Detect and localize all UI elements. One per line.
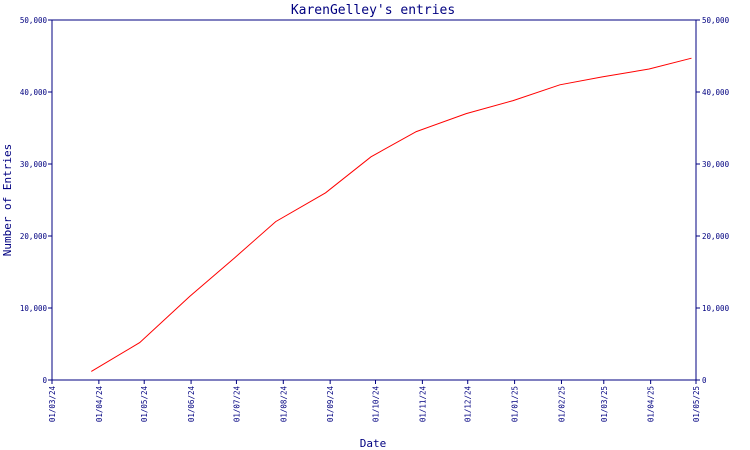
y-tick-label-left: 50,000 [20, 16, 48, 25]
y-tick-label-right: 0 [702, 376, 707, 385]
x-tick-label: 01/03/24 [48, 386, 57, 423]
y-tick-label-right: 10,000 [702, 304, 730, 313]
y-tick-label-right: 30,000 [702, 160, 730, 169]
x-tick-label: 01/05/24 [140, 386, 149, 423]
x-tick-label: 01/04/25 [647, 386, 656, 422]
x-tick-label: 01/05/25 [692, 386, 701, 422]
x-tick-label: 01/01/25 [511, 386, 520, 422]
y-axis-label: Number of Entries [1, 144, 14, 257]
chart-title: KarenGelley's entries [291, 3, 455, 18]
y-tick-label-left: 40,000 [20, 88, 48, 97]
x-tick-label: 01/10/24 [372, 386, 381, 423]
y-axis-ticks-left: 0 10,000 20,000 30,000 40,000 50,000 [20, 16, 52, 385]
x-axis-label: Date [360, 437, 387, 450]
y-tick-label-left: 20,000 [20, 232, 48, 241]
x-tick-label: 01/08/24 [279, 386, 288, 423]
x-tick-label: 01/12/24 [464, 386, 473, 423]
x-tick-label: 01/09/24 [326, 386, 335, 423]
x-tick-label: 01/03/25 [600, 386, 609, 422]
y-tick-label-right: 20,000 [702, 232, 730, 241]
x-tick-label: 01/02/25 [557, 386, 566, 422]
x-tick-label: 01/06/24 [187, 386, 196, 423]
y-tick-label-left: 10,000 [20, 304, 48, 313]
series-line [91, 57, 692, 372]
y-tick-label-right: 40,000 [702, 88, 730, 97]
y-axis-ticks-right: 0 10,000 20,000 30,000 40,000 50,000 [696, 16, 730, 385]
y-tick-label-left: 30,000 [20, 160, 48, 169]
y-tick-label-left: 0 [42, 376, 47, 385]
axes [51, 19, 697, 381]
plot-frame [51, 19, 697, 381]
series-group [91, 57, 692, 372]
x-tick-label: 01/04/24 [95, 386, 104, 423]
x-tick-label: 01/07/24 [232, 386, 241, 423]
x-axis-ticks: 01/03/24 01/04/24 01/05/24 01/06/24 01/07/24… [48, 380, 701, 422]
x-tick-label: 01/11/24 [418, 386, 427, 423]
y-tick-label-right: 50,000 [702, 16, 730, 25]
